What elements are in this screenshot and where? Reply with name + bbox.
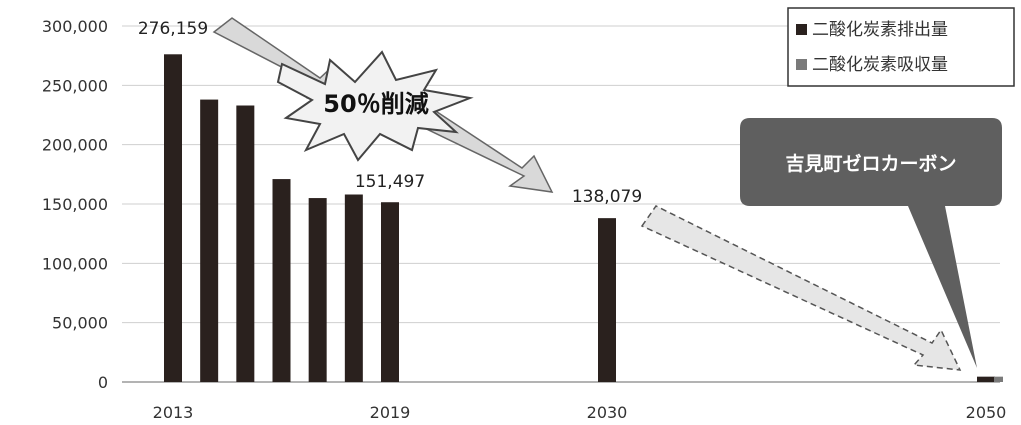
legend-label-absorption: 二酸化炭素吸収量 [812, 55, 948, 75]
reduction-burst: 50％削減 [276, 50, 474, 162]
bar-emission-2016 [272, 179, 291, 382]
legend: 二酸化炭素排出量 二酸化炭素吸収量 [787, 7, 1015, 87]
gridlines [122, 25, 1000, 383]
callout-text: 吉見町ゼロカーボン [785, 152, 956, 175]
burst-shape [276, 50, 474, 162]
y-tick-label: 300,000 [42, 17, 108, 36]
data-label-2013: 276,159 [138, 19, 208, 39]
bar-emission-2030 [598, 218, 616, 382]
legend-swatch-emission [796, 24, 807, 35]
x-tick-label: 2030 [587, 403, 628, 422]
arrow-dashed [640, 205, 962, 371]
x-tick-label: 2050 [966, 403, 1007, 422]
bar-emission-2017 [308, 198, 327, 382]
y-tick-label: 150,000 [42, 195, 108, 214]
data-label-2030: 138,079 [572, 187, 642, 207]
bar-emission-2014 [200, 99, 219, 382]
bars [164, 54, 1003, 383]
data-labels: 276,159 151,497 138,079 [138, 19, 642, 207]
x-axis-ticks: 2013 2019 2030 2050 [153, 403, 1007, 422]
legend-swatch-absorption [796, 59, 807, 70]
y-tick-label: 250,000 [42, 76, 108, 95]
bar-emission-2019 [381, 202, 399, 382]
legend-label-emission: 二酸化炭素排出量 [812, 20, 948, 40]
y-tick-label: 100,000 [42, 254, 108, 273]
zero-carbon-callout: 吉見町ゼロカーボン [740, 118, 1002, 368]
legend-box [787, 7, 1015, 87]
x-tick-label: 2013 [153, 403, 194, 422]
x-tick-label: 2019 [370, 403, 411, 422]
bar-emission-2050 [977, 376, 995, 382]
data-label-2019: 151,497 [355, 172, 425, 192]
y-tick-label: 50,000 [52, 314, 108, 333]
burst-text: 50％削減 [323, 90, 428, 118]
y-tick-label: 0 [98, 373, 108, 392]
callout-shape [740, 118, 1002, 368]
bar-emission-2015 [236, 105, 255, 383]
y-axis-ticks: 0 50,000 100,000 150,000 200,000 250,000 300,0… [42, 17, 108, 392]
bar-emission-2013 [164, 54, 182, 382]
bar-absorption-2050 [994, 376, 1003, 382]
bar-emission-2018 [344, 194, 363, 382]
y-tick-label: 200,000 [42, 136, 108, 155]
